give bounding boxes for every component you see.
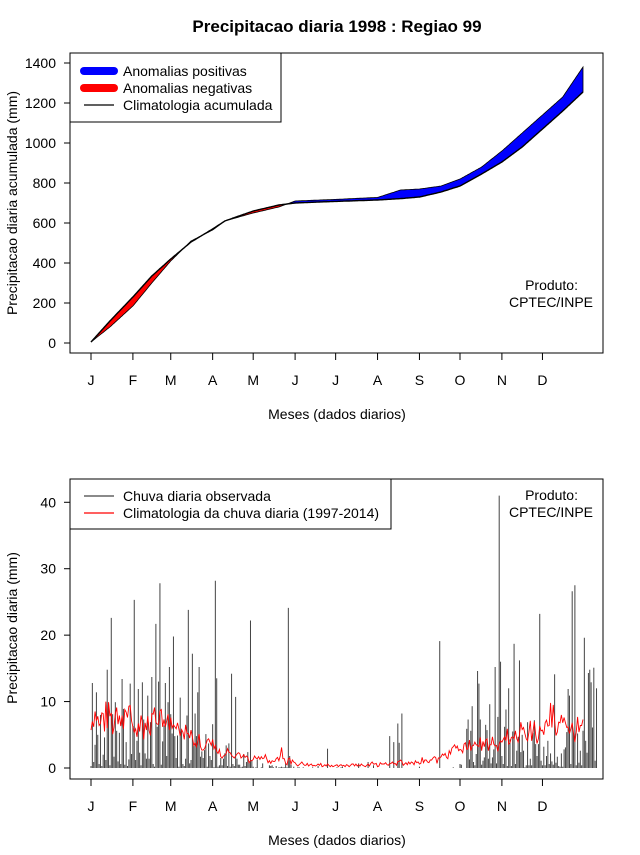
bottom-x-axis-label: Meses (dados diarios) bbox=[268, 832, 406, 848]
top-x-tick-label: M bbox=[165, 372, 177, 388]
bottom-x-tick-label: A bbox=[208, 798, 218, 814]
top-x-tick-label: A bbox=[373, 372, 383, 388]
bottom-y-axis: 0 10 20 30 40 bbox=[40, 494, 71, 776]
top-y-tick-label: 200 bbox=[33, 295, 57, 311]
chart-title: Precipitacao diaria 1998 : Regiao 99 bbox=[192, 17, 481, 36]
top-product-label: Produto: bbox=[525, 277, 578, 293]
top-x-tick-label: N bbox=[497, 372, 507, 388]
bottom-x-tick-label: M bbox=[165, 798, 177, 814]
legend-label-daily-climatology: Climatologia da chuva diaria (1997-2014) bbox=[123, 505, 379, 521]
top-x-tick-label: J bbox=[88, 372, 95, 388]
top-x-tick-label: O bbox=[455, 372, 466, 388]
positive-anomaly-area bbox=[285, 65, 584, 206]
legend-label-climatology: Climatologia acumulada bbox=[123, 97, 273, 113]
top-x-tick-label: J bbox=[332, 372, 339, 388]
climatology-accumulated-line bbox=[90, 91, 584, 343]
top-x-tick-label: S bbox=[415, 372, 424, 388]
top-y-tick-label: 1200 bbox=[25, 95, 56, 111]
legend-label-positive: Anomalias positivas bbox=[123, 63, 247, 79]
top-x-tick-label: J bbox=[292, 372, 299, 388]
top-y-tick-label: 400 bbox=[33, 255, 57, 271]
bottom-x-tick-label: D bbox=[537, 798, 547, 814]
bottom-y-tick-label: 20 bbox=[40, 627, 56, 643]
bottom-x-tick-label: S bbox=[415, 798, 424, 814]
legend-label-observed: Chuva diaria observada bbox=[123, 488, 271, 504]
bottom-x-tick-label: A bbox=[373, 798, 383, 814]
bottom-x-tick-label: M bbox=[247, 798, 259, 814]
bottom-x-tick-label: J bbox=[332, 798, 339, 814]
top-y-tick-label: 1000 bbox=[25, 135, 56, 151]
top-legend: Anomalias positivas Anomalias negativas … bbox=[69, 52, 282, 123]
top-product-source: CPTEC/INPE bbox=[509, 294, 593, 310]
daily-climatology-line bbox=[90, 701, 584, 768]
bottom-product-source: CPTEC/INPE bbox=[509, 504, 593, 520]
negative-anomaly-area bbox=[90, 247, 185, 343]
top-y-axis: 0 200 400 600 800 1000 1200 1400 bbox=[25, 55, 71, 351]
bottom-x-tick-label: O bbox=[455, 798, 466, 814]
bottom-y-tick-label: 40 bbox=[40, 494, 56, 510]
bottom-y-axis-label: Precipitacao diaria (mm) bbox=[4, 552, 20, 704]
top-x-tick-label: M bbox=[247, 372, 259, 388]
top-y-tick-label: 800 bbox=[33, 175, 57, 191]
bottom-legend-box bbox=[69, 478, 392, 530]
bottom-legend: Chuva diaria observada Climatologia da c… bbox=[69, 478, 392, 530]
legend-label-negative: Anomalias negativas bbox=[123, 80, 252, 96]
top-y-tick-label: 600 bbox=[33, 215, 57, 231]
bottom-plot-area bbox=[90, 495, 598, 768]
bottom-y-tick-label: 0 bbox=[48, 760, 56, 776]
top-x-tick-label: A bbox=[208, 372, 218, 388]
bottom-x-tick-label: J bbox=[88, 798, 95, 814]
top-plot-area bbox=[90, 65, 584, 343]
top-x-tick-label: D bbox=[537, 372, 547, 388]
bottom-x-tick-label: J bbox=[292, 798, 299, 814]
top-y-axis-label: Precipitacao diaria acumulada (mm) bbox=[4, 91, 20, 315]
bottom-x-tick-label: F bbox=[129, 798, 138, 814]
bottom-product-label: Produto: bbox=[525, 487, 578, 503]
top-x-tick-label: F bbox=[129, 372, 138, 388]
bottom-y-tick-label: 10 bbox=[40, 694, 56, 710]
top-y-tick-label: 1400 bbox=[25, 55, 56, 71]
bottom-x-tick-label: N bbox=[497, 798, 507, 814]
bottom-y-tick-label: 30 bbox=[40, 561, 56, 577]
top-y-tick-label: 0 bbox=[48, 335, 56, 351]
top-x-axis-label: Meses (dados diarios) bbox=[268, 406, 406, 422]
